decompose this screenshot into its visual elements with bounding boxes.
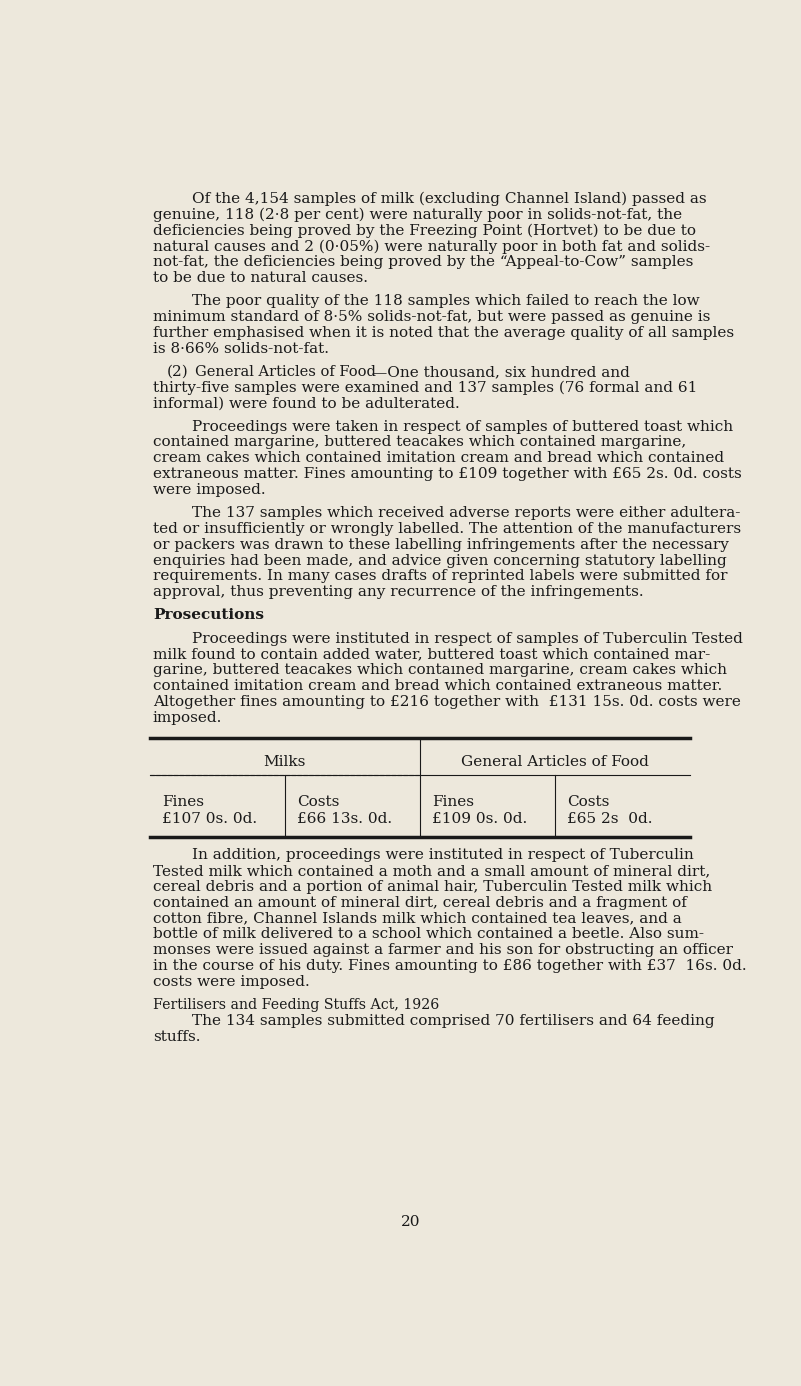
Text: Costs: Costs <box>567 796 610 809</box>
Text: £66 13s. 0d.: £66 13s. 0d. <box>297 812 392 826</box>
Text: contained imitation cream and bread which contained extraneous matter.: contained imitation cream and bread whic… <box>153 679 723 693</box>
Text: —One thousand, six hundred and: —One thousand, six hundred and <box>372 365 630 378</box>
Text: contained an amount of mineral dirt, cereal debris and a fragment of: contained an amount of mineral dirt, cer… <box>153 895 686 909</box>
Text: were imposed.: were imposed. <box>153 482 265 496</box>
Text: 20: 20 <box>400 1216 421 1229</box>
Text: informal) were found to be adulterated.: informal) were found to be adulterated. <box>153 396 460 410</box>
Text: natural causes and 2 (0·05%) were naturally poor in both fat and solids-: natural causes and 2 (0·05%) were natura… <box>153 240 710 254</box>
Text: stuffs.: stuffs. <box>153 1030 200 1044</box>
Text: in the course of his duty. Fines amounting to £86 together with £37  16s. 0d.: in the course of his duty. Fines amounti… <box>153 959 747 973</box>
Text: milk found to contain added water, buttered toast which contained mar-: milk found to contain added water, butte… <box>153 647 710 661</box>
Text: £107 0s. 0d.: £107 0s. 0d. <box>162 812 257 826</box>
Text: Proceedings were instituted in respect of samples of Tuberculin Tested: Proceedings were instituted in respect o… <box>192 632 743 646</box>
Text: The 137 samples which received adverse reports were either adultera-: The 137 samples which received adverse r… <box>192 506 740 520</box>
Text: Tested milk which contained a moth and a small amount of mineral dirt,: Tested milk which contained a moth and a… <box>153 865 710 879</box>
Text: monses were issued against a farmer and his son for obstructing an officer: monses were issued against a farmer and … <box>153 942 733 958</box>
Text: (2): (2) <box>167 365 188 378</box>
Text: or packers was drawn to these labelling infringements after the necessary: or packers was drawn to these labelling … <box>153 538 729 552</box>
Text: garine, buttered teacakes which contaıned margarine, cream cakes which: garine, buttered teacakes which contaıne… <box>153 664 727 678</box>
Text: Costs: Costs <box>297 796 340 809</box>
Text: Prosecutions: Prosecutions <box>153 608 264 622</box>
Text: to be due to natural causes.: to be due to natural causes. <box>153 270 368 286</box>
Text: ted or insufficiently or wrongly labelled. The attention of the manufacturers: ted or insufficiently or wrongly labelle… <box>153 523 741 536</box>
Text: £65 2s  0d.: £65 2s 0d. <box>567 812 653 826</box>
Text: minimum standard of 8·5% solids-not-fat, but were passed as genuine is: minimum standard of 8·5% solids-not-fat,… <box>153 310 710 324</box>
Text: imposed.: imposed. <box>153 711 222 725</box>
Text: General Articles of Food: General Articles of Food <box>461 755 649 769</box>
Text: Fines: Fines <box>433 796 474 809</box>
Text: General Articles of Food: General Articles of Food <box>195 365 376 378</box>
Text: In addition, proceedings were instituted in respect of Tuberculin: In addition, proceedings were instituted… <box>192 848 694 862</box>
Text: costs were imposed.: costs were imposed. <box>153 974 310 988</box>
Text: Proceedings were taken in respect of samples of buttered toast which: Proceedings were taken in respect of sam… <box>192 420 733 434</box>
Text: extraneous matter. Fines amounting to £109 together with £65 2s. 0d. costs: extraneous matter. Fines amounting to £1… <box>153 467 742 481</box>
Text: cotton fibre, Channel Islands milk which contained tea leaves, and a: cotton fibre, Channel Islands milk which… <box>153 912 682 926</box>
Text: deficiencies being proved by the Freezing Point (Hortvet) to be due to: deficiencies being proved by the Freezin… <box>153 223 696 238</box>
Text: enquiries had been made, and advice given concerning statutory labelling: enquiries had been made, and advice give… <box>153 553 727 567</box>
Text: requirements. In many cases drafts of reprinted labels were submitted for: requirements. In many cases drafts of re… <box>153 570 727 584</box>
Text: is 8·66% solids-not-fat.: is 8·66% solids-not-fat. <box>153 341 329 356</box>
Text: Of the 4,154 samples of milk (excluding Channel Island) passed as: Of the 4,154 samples of milk (excluding … <box>192 191 706 207</box>
Text: The 134 samples submitted comprised 70 fertilisers and 64 feeding: The 134 samples submitted comprised 70 f… <box>192 1013 714 1028</box>
Text: not-fat, the deficiencies being proved by the “Appeal-to-Cow” samples: not-fat, the deficiencies being proved b… <box>153 255 694 269</box>
Text: Fines: Fines <box>162 796 204 809</box>
Text: cereal debris and a portion of animal hair, Tuberculin Tested milk which: cereal debris and a portion of animal ha… <box>153 880 712 894</box>
Text: contained margarine, buttered teacakes which contained margarine,: contained margarine, buttered teacakes w… <box>153 435 686 449</box>
Text: Fertilisers and Feeding Stuffs Act, 1926: Fertilisers and Feeding Stuffs Act, 1926 <box>153 998 439 1012</box>
Text: further emphasised when it is noted that the average quality of all samples: further emphasised when it is noted that… <box>153 326 734 340</box>
Text: The poor quality of the 118 samples which failed to reach the low: The poor quality of the 118 samples whic… <box>192 294 699 308</box>
Text: approval, thus preventing any recurrence of the infringements.: approval, thus preventing any recurrence… <box>153 585 643 599</box>
Text: Altogether fines amounting to £216 together with  £131 15s. 0d. costs were: Altogether fines amounting to £216 toget… <box>153 694 741 708</box>
Text: cream cakes which contained imitation cream and bread which contained: cream cakes which contained imitation cr… <box>153 452 724 466</box>
Text: thirty-five samples were examined and 137 samples (76 formal and 61: thirty-five samples were examined and 13… <box>153 381 697 395</box>
Text: Milks: Milks <box>264 755 306 769</box>
Text: £109 0s. 0d.: £109 0s. 0d. <box>433 812 528 826</box>
Text: bottle of milk delivered to a school which contained a beetle. Also sum-: bottle of milk delivered to a school whi… <box>153 927 704 941</box>
Text: genuine, 118 (2·8 per cent) were naturally poor in solids-not-fat, the: genuine, 118 (2·8 per cent) were natural… <box>153 208 682 222</box>
